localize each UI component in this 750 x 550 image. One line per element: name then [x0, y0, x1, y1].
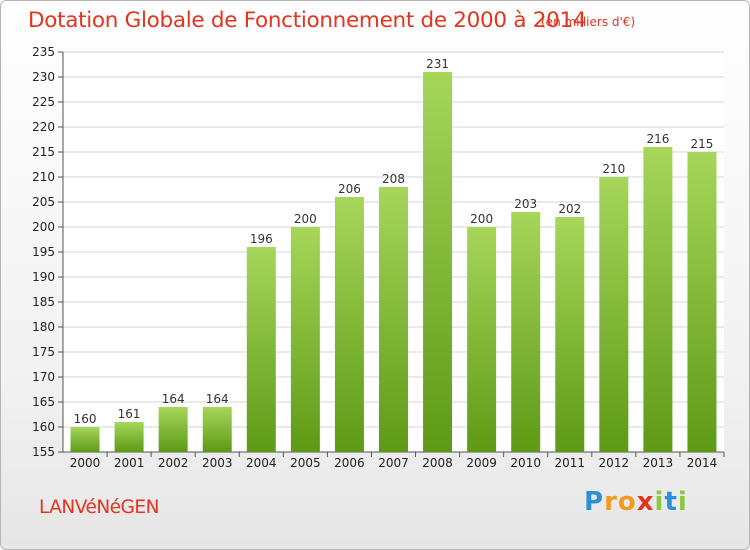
commune-name: LANVéNéGEN [39, 497, 159, 518]
x-tick-label: 2007 [378, 456, 409, 470]
bar [599, 177, 629, 452]
bar-value-label: 200 [294, 212, 317, 226]
logo-letter: t [664, 487, 678, 517]
x-tick-label: 2006 [334, 456, 365, 470]
bar [423, 72, 453, 452]
y-tick-label: 190 [32, 270, 55, 284]
bar [290, 227, 320, 452]
bar-value-label: 164 [206, 392, 229, 406]
bar-value-label: 200 [470, 212, 493, 226]
y-tick-label: 170 [32, 370, 55, 384]
logo-letter: x [636, 487, 655, 517]
y-tick-label: 210 [32, 170, 55, 184]
bar-value-label: 202 [558, 202, 581, 216]
y-tick-label: 230 [32, 70, 55, 84]
x-tick-label: 2004 [246, 456, 277, 470]
y-tick-label: 165 [32, 395, 55, 409]
x-tick-label: 2011 [554, 456, 585, 470]
logo-letter: o [617, 487, 637, 517]
x-tick-label: 2009 [466, 456, 497, 470]
x-tick-label: 2008 [422, 456, 453, 470]
bar [114, 422, 144, 452]
y-tick-label: 155 [32, 445, 55, 459]
bar [202, 407, 232, 452]
y-tick-label: 215 [32, 145, 55, 159]
x-tick-label: 2010 [510, 456, 541, 470]
chart-subtitle: (en milliers d'€) [541, 15, 636, 29]
x-tick-label: 2002 [158, 456, 189, 470]
y-tick-label: 160 [32, 420, 55, 434]
y-tick-label: 235 [32, 45, 55, 59]
x-tick-label: 2014 [687, 456, 718, 470]
x-tick-label: 2012 [599, 456, 630, 470]
y-tick-label: 195 [32, 245, 55, 259]
y-tick-label: 175 [32, 345, 55, 359]
bar-value-label: 203 [514, 197, 537, 211]
bar-value-label: 196 [250, 232, 273, 246]
bar-value-label: 215 [691, 137, 714, 151]
logo-letter: r [604, 487, 618, 517]
bar [379, 187, 408, 452]
bar-value-label: 164 [162, 392, 185, 406]
y-tick-label: 225 [32, 95, 55, 109]
y-tick-label: 200 [32, 220, 55, 234]
bar [70, 427, 100, 452]
y-tick-label: 205 [32, 195, 55, 209]
x-tick-label: 2000 [70, 456, 101, 470]
y-tick-label: 220 [32, 120, 55, 134]
bar-value-label: 216 [646, 132, 669, 146]
y-tick-label: 180 [32, 320, 55, 334]
bar [643, 147, 673, 452]
x-tick-label: 2005 [290, 456, 321, 470]
proxiti-logo: Proxiti [584, 487, 688, 517]
bar-value-label: 206 [338, 182, 361, 196]
logo-letter: P [584, 487, 605, 517]
bar [555, 217, 585, 452]
bar [158, 407, 188, 452]
bar [511, 212, 541, 452]
bar-value-label: 160 [74, 412, 97, 426]
x-tick-label: 2001 [114, 456, 145, 470]
bar-value-label: 161 [118, 407, 141, 421]
bar-value-label: 208 [382, 172, 405, 186]
bar [687, 152, 717, 452]
bar [467, 227, 497, 452]
bar-value-label: 231 [426, 57, 449, 71]
bar-value-label: 210 [602, 162, 625, 176]
y-tick-label: 185 [32, 295, 55, 309]
chart-title: Dotation Globale de Fonctionnement de 20… [28, 8, 587, 33]
x-tick-label: 2013 [643, 456, 674, 470]
bar [246, 247, 276, 452]
logo-letter: i [677, 487, 688, 517]
x-tick-label: 2003 [202, 456, 233, 470]
bar [334, 197, 364, 452]
logo-letter: i [654, 487, 665, 517]
